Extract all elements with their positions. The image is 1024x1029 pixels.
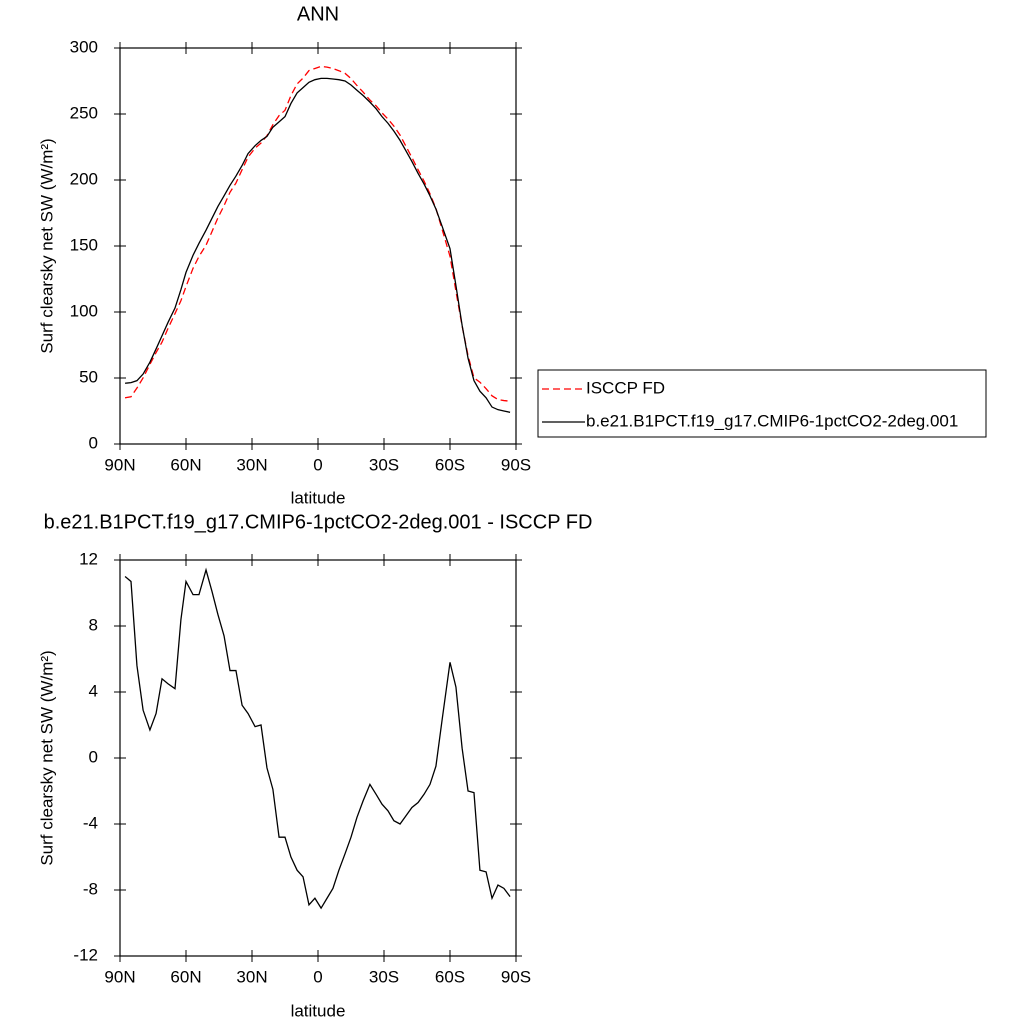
- x-tick-label: 0: [313, 455, 322, 474]
- x-tick-label: 30S: [369, 455, 399, 474]
- x-tick-label: 90S: [501, 455, 531, 474]
- y-tick-label: -4: [83, 813, 98, 832]
- x-tick-label: 90N: [104, 455, 135, 474]
- x-tick-label: 30N: [236, 455, 267, 474]
- x-tick-label: 60S: [435, 455, 465, 474]
- y-tick-label: 4: [89, 681, 98, 700]
- data-line: [124, 65, 511, 402]
- x-tick-label: 90N: [104, 967, 135, 986]
- legend-label: ISCCP FD: [586, 378, 665, 397]
- chart-title: b.e21.B1PCT.f19_g17.CMIP6-1pctCO2-2deg.0…: [44, 511, 593, 533]
- y-axis-label: Surf clearsky net SW (W/m²): [37, 138, 56, 353]
- x-axis-label: latitude: [291, 1001, 346, 1020]
- legend-box: [537, 369, 987, 438]
- x-tick-label: 60N: [170, 967, 201, 986]
- y-tick-label: 300: [70, 37, 98, 56]
- x-tick-label: 0: [313, 967, 322, 986]
- y-tick-label: 0: [89, 433, 98, 452]
- y-tick-label: 100: [70, 301, 98, 320]
- chart-title: ANN: [297, 3, 339, 25]
- y-tick-label: -8: [83, 879, 98, 898]
- y-tick-label: 12: [79, 549, 98, 568]
- y-tick-label: 250: [70, 103, 98, 122]
- y-axis-label: Surf clearsky net SW (W/m²): [37, 650, 56, 865]
- plot-frame: [119, 47, 517, 445]
- y-tick-label: 0: [89, 747, 98, 766]
- y-tick-label: 200: [70, 169, 98, 188]
- x-axis-label: latitude: [291, 488, 346, 507]
- y-tick-label: 150: [70, 235, 98, 254]
- y-tick-label: -12: [73, 945, 98, 964]
- data-line: [124, 567, 511, 910]
- legend-label: b.e21.B1PCT.f19_g17.CMIP6-1pctCO2-2deg.0…: [586, 411, 958, 430]
- x-tick-label: 30S: [369, 967, 399, 986]
- y-tick-label: 50: [79, 367, 98, 386]
- x-tick-label: 90S: [501, 967, 531, 986]
- y-tick-label: 8: [89, 615, 98, 634]
- x-tick-label: 60N: [170, 455, 201, 474]
- x-tick-label: 60S: [435, 967, 465, 986]
- x-tick-label: 30N: [236, 967, 267, 986]
- plot-frame: [119, 559, 517, 957]
- data-line: [124, 77, 511, 413]
